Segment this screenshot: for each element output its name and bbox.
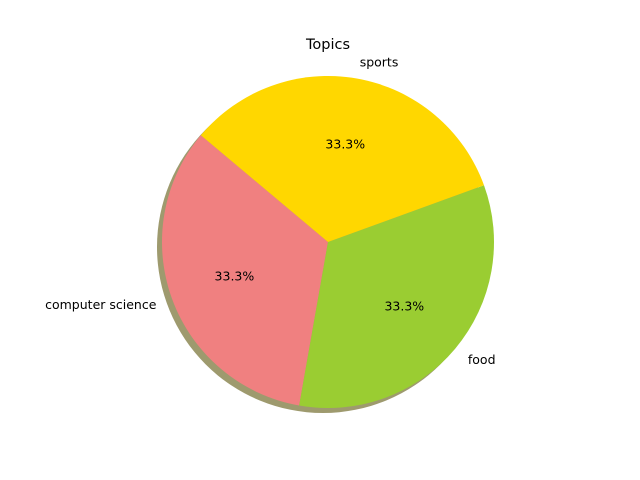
slice-label-sports: sports — [360, 55, 399, 70]
pct-label-food: 33.3% — [384, 299, 424, 314]
pct-label-computer-science: 33.3% — [215, 269, 255, 284]
chart-title: Topics — [305, 37, 350, 53]
slice-label-computer-science: computer science — [45, 297, 157, 312]
pie-labels: computer science 33.3% food 33.3% sports 33.3… — [45, 55, 495, 367]
pie-slices — [161, 75, 495, 408]
pie-slice-sports — [200, 75, 484, 242]
slice-label-food: food — [468, 352, 496, 367]
pct-label-sports: 33.3% — [325, 136, 365, 151]
pie-slice-computer-science — [161, 135, 328, 406]
pie-slice-food — [299, 185, 495, 408]
